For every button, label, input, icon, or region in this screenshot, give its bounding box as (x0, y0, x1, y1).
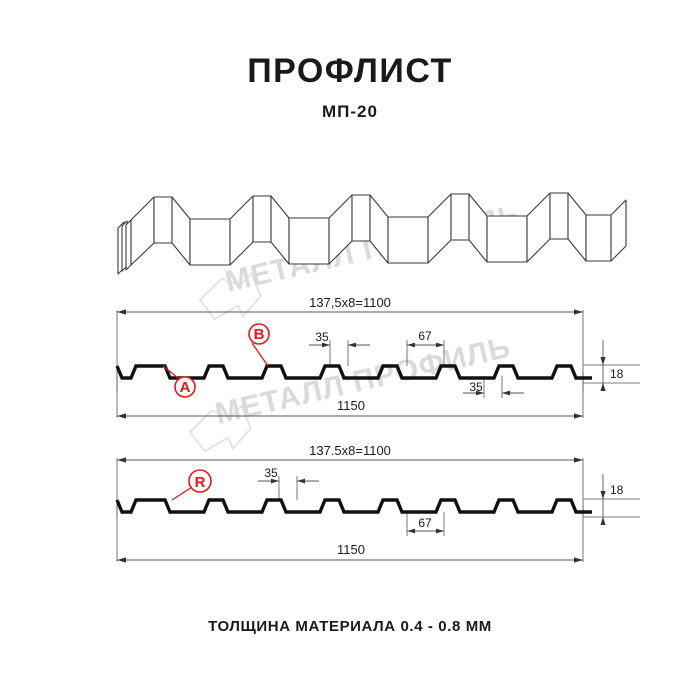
marker-r-label: R (195, 474, 206, 491)
dim-height-top-label: 18 (610, 367, 624, 381)
dim-valley-bottom-label: 67 (418, 516, 432, 530)
dim-pitch-bottom: 137.5x8=1100 (117, 443, 583, 463)
isometric-sheet-view (117, 192, 627, 275)
dim-total-top-label: 1150 (337, 398, 365, 413)
dim-valley-top: 67 (406, 329, 445, 366)
dim-valley-top-label: 67 (418, 329, 432, 343)
section-bottom-profile (115, 498, 592, 514)
section-top: 137,5x8=1100 1150 18 (115, 295, 640, 419)
dim-total-top: 1150 (117, 398, 583, 419)
marker-a: A (162, 365, 196, 398)
dim-crest-bottom: 35 (463, 376, 524, 398)
page-title: ПРОФЛИСТ (247, 52, 453, 90)
dim-pitch-top-label: 137,5x8=1100 (309, 295, 391, 310)
dim-total-bottom-label: 1150 (337, 542, 365, 557)
dim-height-top: 18 (600, 340, 624, 391)
marker-b-label: B (254, 326, 265, 343)
dim-pitch-top: 137,5x8=1100 (117, 295, 583, 315)
material-thickness-note: ТОЛЩИНА МАТЕРИАЛА 0.4 - 0.8 ММ (208, 618, 492, 635)
dim-valley-bottom: 67 (406, 512, 445, 536)
marker-a-label: A (180, 379, 191, 396)
product-model: МП-20 (322, 102, 378, 121)
dim-crest-bottom-section: 35 (258, 466, 319, 500)
section-top-profile (115, 364, 592, 380)
marker-r: R (171, 469, 212, 501)
dim-height-bottom-label: 18 (610, 483, 624, 497)
marker-b: B (248, 323, 270, 367)
dim-pitch-bottom-label: 137.5x8=1100 (309, 443, 391, 458)
section-bottom: 137.5x8=1100 1150 18 (115, 443, 640, 563)
dim-height-bottom: 18 (600, 474, 624, 525)
section-bottom-extension-lines (116, 458, 640, 562)
title-block: ПРОФЛИСТ МП-20 (0, 54, 700, 122)
dim-crest-bottom-section-label: 35 (264, 466, 278, 480)
dim-crest-bottom-label: 35 (469, 380, 483, 394)
watermark-lower: МЕТАЛЛ ПРОФИЛЬ (188, 331, 514, 453)
dim-crest-top: 35 (309, 330, 370, 366)
dim-total-bottom: 1150 (117, 542, 583, 563)
dim-crest-top-label: 35 (315, 330, 329, 344)
